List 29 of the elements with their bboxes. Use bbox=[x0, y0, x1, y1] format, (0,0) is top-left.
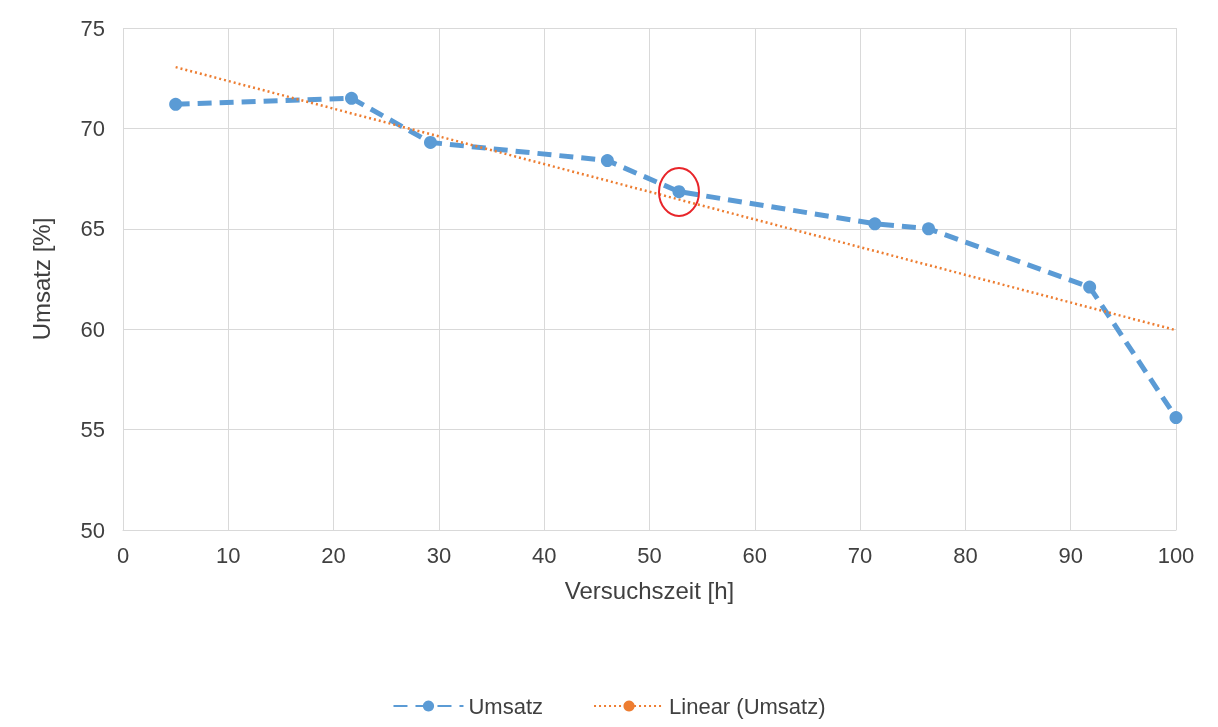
legend-label: Umsatz bbox=[468, 693, 544, 719]
point bbox=[922, 222, 936, 236]
y-tick-label: 60 bbox=[80, 316, 105, 342]
point bbox=[169, 97, 183, 111]
y-axis-title: Umsatz [%] bbox=[27, 217, 55, 341]
x-tick-label: 50 bbox=[637, 542, 662, 568]
x-tick-label: 10 bbox=[216, 542, 241, 568]
point bbox=[1169, 411, 1183, 425]
y-tick-label: 70 bbox=[80, 115, 105, 141]
y-tick-label: 75 bbox=[80, 15, 105, 41]
point bbox=[600, 154, 614, 168]
x-tick-label: 100 bbox=[1157, 542, 1195, 568]
x-tick-label: 90 bbox=[1058, 542, 1083, 568]
x-tick-label: 0 bbox=[116, 542, 130, 568]
x-tick-label: 70 bbox=[847, 542, 873, 568]
x-tick-label: 80 bbox=[953, 542, 978, 568]
x-tick-label: 40 bbox=[531, 542, 557, 568]
x-tick-label: 60 bbox=[742, 542, 768, 568]
x-tick-label: 30 bbox=[426, 542, 452, 568]
point bbox=[868, 217, 882, 231]
y-tick-label: 55 bbox=[80, 417, 105, 443]
y-tick-label: 50 bbox=[80, 517, 105, 543]
point bbox=[345, 91, 358, 105]
y-tick-label: 65 bbox=[80, 216, 105, 242]
x-axis-title: Versuchszeit [h] bbox=[564, 576, 735, 604]
point bbox=[1083, 280, 1097, 294]
point bbox=[423, 135, 437, 149]
legend-label: Linear (Umsatz) bbox=[669, 693, 826, 719]
x-tick-label: 20 bbox=[321, 542, 346, 568]
